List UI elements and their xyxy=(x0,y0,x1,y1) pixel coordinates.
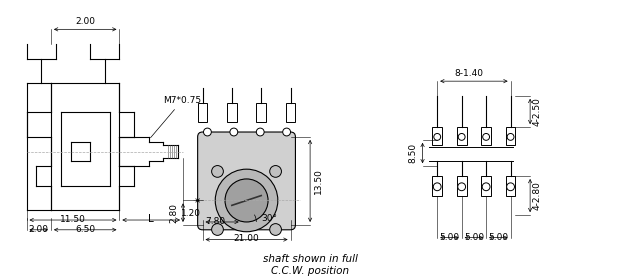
Circle shape xyxy=(433,183,441,191)
Circle shape xyxy=(459,134,465,140)
Circle shape xyxy=(270,224,281,235)
Circle shape xyxy=(458,183,465,191)
Text: 4-2.80: 4-2.80 xyxy=(533,181,542,210)
Text: 2.00: 2.00 xyxy=(75,17,95,26)
Bar xyxy=(506,176,515,195)
Bar xyxy=(481,176,491,195)
Text: 4-2.50: 4-2.50 xyxy=(533,97,542,126)
Text: 30°: 30° xyxy=(261,214,277,223)
Bar xyxy=(481,127,491,145)
Text: M7*0.75: M7*0.75 xyxy=(150,96,201,138)
Circle shape xyxy=(257,128,264,136)
Text: 2.00: 2.00 xyxy=(29,225,48,234)
Bar xyxy=(506,127,515,145)
Circle shape xyxy=(434,134,441,140)
Text: 11.50: 11.50 xyxy=(60,215,86,224)
Bar xyxy=(198,103,208,122)
Text: 7.80: 7.80 xyxy=(205,217,225,226)
Text: 2.80: 2.80 xyxy=(169,203,178,223)
Circle shape xyxy=(230,128,238,136)
Circle shape xyxy=(482,134,489,140)
Circle shape xyxy=(215,169,278,232)
Circle shape xyxy=(270,165,281,177)
Bar xyxy=(457,176,467,195)
Circle shape xyxy=(282,128,291,136)
Bar xyxy=(286,103,296,122)
Circle shape xyxy=(225,179,268,222)
Text: L: L xyxy=(148,214,154,224)
FancyBboxPatch shape xyxy=(198,132,296,230)
Circle shape xyxy=(211,165,223,177)
Bar xyxy=(227,103,237,122)
Circle shape xyxy=(482,183,490,191)
Bar xyxy=(457,127,467,145)
Bar xyxy=(432,127,442,145)
Text: 6.50: 6.50 xyxy=(75,225,95,234)
Text: 5.00: 5.00 xyxy=(464,232,484,242)
Circle shape xyxy=(507,134,514,140)
Text: 1.20: 1.20 xyxy=(181,209,201,218)
Text: 8.50: 8.50 xyxy=(409,143,418,163)
Bar xyxy=(257,103,266,122)
Text: shaft shown in full
C.C.W. position: shaft shown in full C.C.W. position xyxy=(263,254,357,276)
Circle shape xyxy=(211,224,223,235)
Circle shape xyxy=(204,128,211,136)
Bar xyxy=(432,176,442,195)
Text: 8-1.40: 8-1.40 xyxy=(454,69,483,78)
Circle shape xyxy=(506,183,515,191)
Text: 13.50: 13.50 xyxy=(314,168,323,194)
Text: 5.00: 5.00 xyxy=(488,232,508,242)
Text: 21.00: 21.00 xyxy=(233,234,259,244)
Text: 5.00: 5.00 xyxy=(440,232,460,242)
